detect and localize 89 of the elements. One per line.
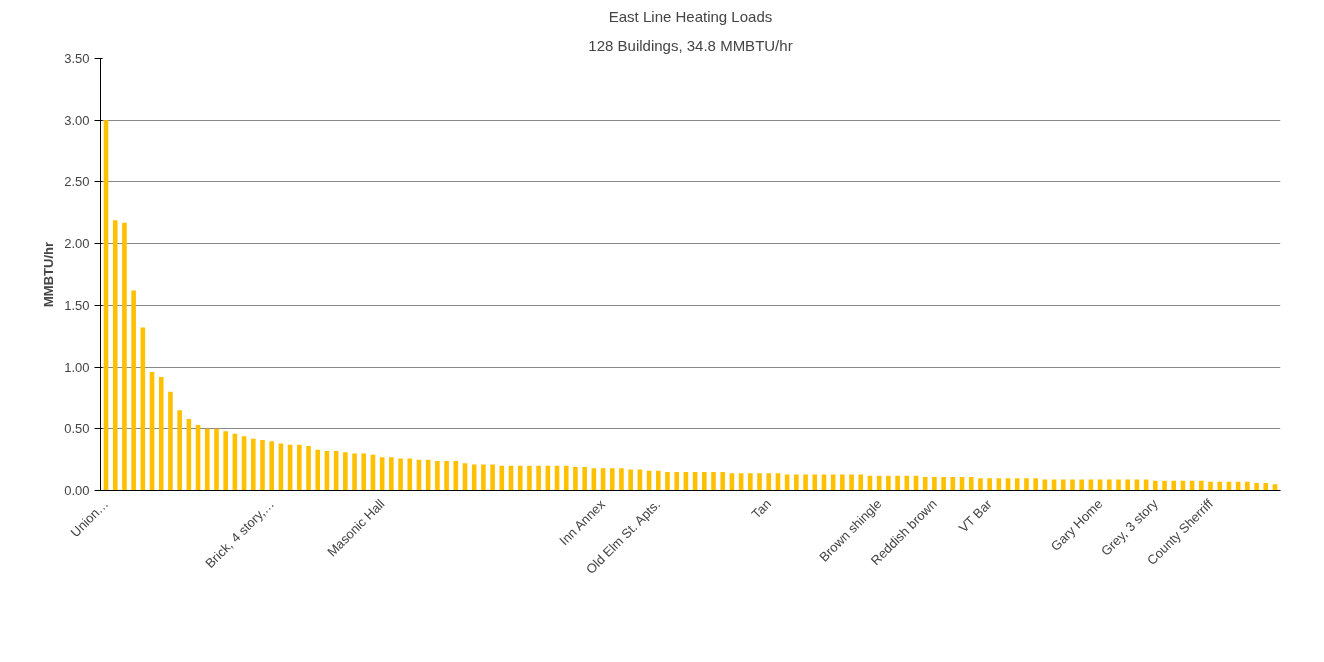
- bar: [112, 220, 118, 491]
- bar: [582, 467, 587, 491]
- y-axis-title: MMBTU/hr: [41, 241, 57, 307]
- bar: [932, 476, 937, 491]
- bar: [941, 476, 946, 491]
- bar: [398, 458, 403, 491]
- bar: [1060, 479, 1066, 491]
- bar: [168, 391, 173, 491]
- bar: [435, 460, 440, 491]
- y-tick-label: 1.00: [64, 359, 90, 375]
- y-tick-label: 2.50: [64, 174, 90, 190]
- bar: [711, 471, 716, 491]
- bar: [563, 465, 569, 491]
- bar: [204, 428, 210, 491]
- bar: [444, 460, 449, 491]
- x-tick-label: Tan: [748, 496, 775, 522]
- chart-subtitle: 128 Buildings, 34.8 MMBTU/hr: [588, 36, 793, 54]
- bar: [1033, 478, 1038, 491]
- bar: [1208, 481, 1213, 491]
- bar: [794, 474, 799, 491]
- bar: [343, 452, 348, 491]
- bar: [214, 428, 219, 491]
- y-tick-label: 1.50: [64, 297, 90, 313]
- bar: [886, 475, 891, 491]
- bar: [628, 469, 633, 491]
- bar: [1116, 479, 1121, 491]
- y-tick-label: 2.00: [64, 236, 90, 252]
- bar: [517, 465, 523, 491]
- bar: [840, 474, 845, 491]
- y-tick-label: 0.00: [64, 483, 90, 498]
- bar: [1070, 479, 1075, 491]
- bar: [361, 453, 367, 491]
- bar: [895, 475, 900, 491]
- bar: [453, 460, 459, 491]
- y-tick-label: 0.50: [64, 421, 90, 437]
- bar: [1014, 478, 1020, 491]
- bar: [978, 478, 983, 491]
- bar: [1024, 478, 1029, 491]
- bar: [987, 478, 992, 491]
- bar: [250, 438, 256, 491]
- bar: [655, 470, 661, 491]
- y-tick-label: 3.00: [64, 112, 90, 128]
- bar: [1162, 480, 1167, 491]
- bar: [748, 473, 753, 491]
- bar: [757, 473, 762, 491]
- bar: [306, 446, 311, 491]
- chart-title: East Line Heating Loads: [608, 7, 773, 25]
- bar: [481, 464, 486, 491]
- bar: [1263, 483, 1269, 491]
- bar: [536, 465, 541, 491]
- bar: [1217, 481, 1223, 491]
- bar: [1079, 479, 1084, 491]
- bar: [131, 290, 136, 491]
- bar: [297, 444, 302, 491]
- bar: [803, 474, 808, 491]
- bar: [858, 474, 864, 491]
- bar: [122, 222, 127, 491]
- bar: [527, 465, 532, 491]
- bar: [158, 376, 164, 491]
- bar: [702, 471, 707, 491]
- bar: [674, 471, 679, 491]
- bar: [573, 467, 578, 491]
- bar: [1171, 480, 1177, 491]
- bar: [812, 474, 818, 491]
- bar: [968, 476, 974, 491]
- bar: [1107, 479, 1112, 491]
- bar: [1199, 480, 1204, 491]
- bar: [665, 471, 670, 491]
- bar: [849, 474, 854, 491]
- bar: [1125, 479, 1131, 491]
- bar: [609, 468, 615, 491]
- bar: [352, 453, 357, 491]
- x-tick-label: VT Bar: [955, 495, 996, 536]
- bar: [766, 473, 772, 491]
- bar: [720, 471, 726, 491]
- bar: [1153, 480, 1158, 491]
- bar: [619, 468, 624, 491]
- bar: [177, 410, 182, 491]
- bar: [490, 464, 495, 491]
- bar: [922, 476, 928, 491]
- bar: [223, 431, 228, 491]
- bar: [260, 439, 265, 491]
- bar: [407, 458, 413, 491]
- y-tick-label: 3.50: [64, 51, 90, 66]
- bar: [1254, 483, 1259, 491]
- bar: [389, 457, 394, 491]
- bar: [1245, 481, 1250, 491]
- bar: [269, 441, 274, 491]
- bar: [315, 449, 321, 491]
